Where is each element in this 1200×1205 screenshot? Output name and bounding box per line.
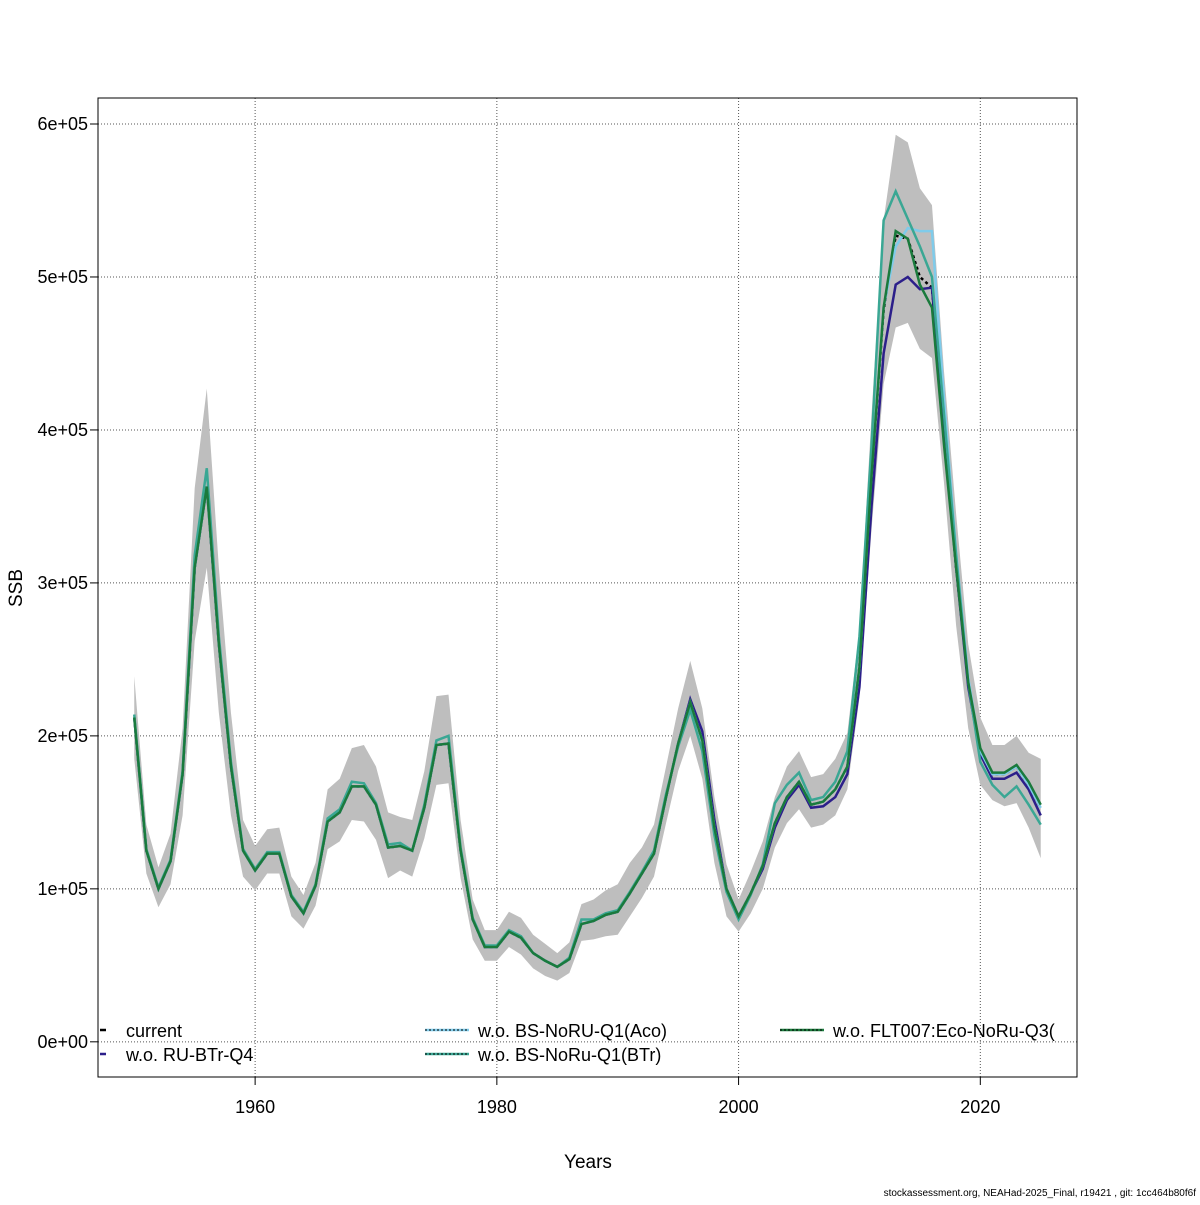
axes: 1960 1980 2000 2020 0e+00 1e+05 2e+05 3e+05 4e+0… <box>37 114 1000 1117</box>
legend-label: w.o. FLT007:Eco-NoRu-Q3( <box>832 1021 1055 1041</box>
footer-credit: stockassessment.org, NEAHad-2025_Final, … <box>884 1188 1197 1199</box>
x-tick-label: 2020 <box>960 1097 1000 1117</box>
legend-label: w.o. BS-NoRU-Q1(Aco) <box>477 1021 667 1041</box>
y-tick-label: 3e+05 <box>37 573 88 593</box>
y-tick-label: 0e+00 <box>37 1032 88 1052</box>
series-line-4 <box>133 229 1042 969</box>
legend-label: w.o. RU-BTr-Q4 <box>125 1045 253 1065</box>
x-axis-label: Years <box>564 1152 612 1173</box>
x-tick-label: 1980 <box>477 1097 517 1117</box>
y-tick-label: 6e+05 <box>37 114 88 134</box>
legend-label: current <box>126 1021 182 1041</box>
y-tick-label: 5e+05 <box>37 267 88 287</box>
confidence-band-area <box>134 134 1041 981</box>
confidence-band <box>134 134 1041 981</box>
grid <box>98 98 1077 1077</box>
x-tick-label: 2000 <box>719 1097 759 1117</box>
legend: current w.o. RU-BTr-Q4 w.o. BS-NoRU-Q1(Aco… <box>100 1021 1055 1065</box>
y-axis-label: SSB <box>6 569 27 607</box>
y-tick-label: 4e+05 <box>37 420 88 440</box>
y-tick-label: 2e+05 <box>37 726 88 746</box>
plot-frame <box>97 97 1078 1078</box>
series-lines <box>133 188 1042 969</box>
x-tick-label: 1960 <box>235 1097 275 1117</box>
legend-label: w.o. BS-NoRu-Q1(BTr) <box>477 1045 661 1065</box>
y-tick-label: 1e+05 <box>37 879 88 899</box>
